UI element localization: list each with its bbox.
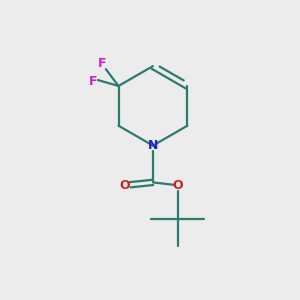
Text: O: O (120, 179, 130, 192)
Text: O: O (173, 179, 183, 192)
Text: F: F (98, 57, 106, 70)
Text: F: F (89, 75, 98, 88)
Text: N: N (148, 139, 158, 152)
